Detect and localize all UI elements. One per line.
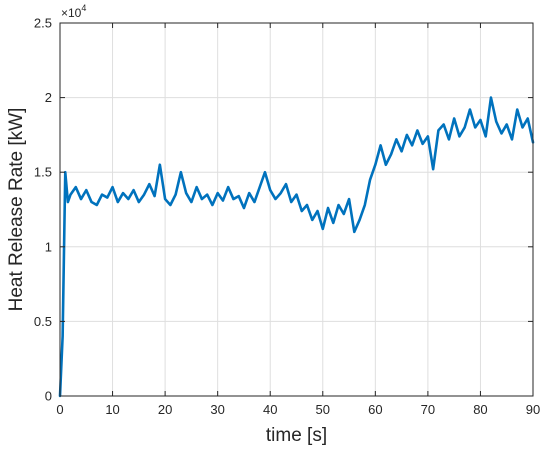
tick-marks — [59, 22, 534, 397]
x-tick-label: 60 — [368, 402, 382, 417]
x-tick-label: 0 — [56, 402, 63, 417]
x-tick-label: 20 — [158, 402, 172, 417]
x-tick-labels: 0 10 20 30 40 50 60 70 80 90 — [56, 402, 540, 417]
y-tick-labels: 0 0.5 1 1.5 2 2.5 — [34, 16, 52, 404]
x-tick-label: 90 — [526, 402, 540, 417]
y-tick-label: 0 — [45, 389, 52, 404]
y-exponent-label: ×104 — [61, 3, 86, 20]
grid — [60, 23, 533, 396]
y-tick-label: 2.5 — [34, 16, 52, 31]
series-line-heat-release — [58, 96, 535, 398]
y-tick-label: 0.5 — [34, 314, 52, 329]
y-tick-label: 1 — [45, 239, 52, 254]
plot-area-frame — [59, 22, 534, 397]
x-tick-label: 70 — [421, 402, 435, 417]
y-tick-label: 2 — [45, 90, 52, 105]
x-tick-label: 50 — [316, 402, 330, 417]
x-tick-label: 10 — [105, 402, 119, 417]
x-tick-label: 30 — [210, 402, 224, 417]
x-axis-label: time [s] — [266, 425, 327, 446]
x-tick-label: 40 — [263, 402, 277, 417]
y-tick-label: 1.5 — [34, 165, 52, 180]
x-tick-label: 80 — [473, 402, 487, 417]
y-axis-label: Heat Release Rate [kW] — [6, 108, 27, 312]
